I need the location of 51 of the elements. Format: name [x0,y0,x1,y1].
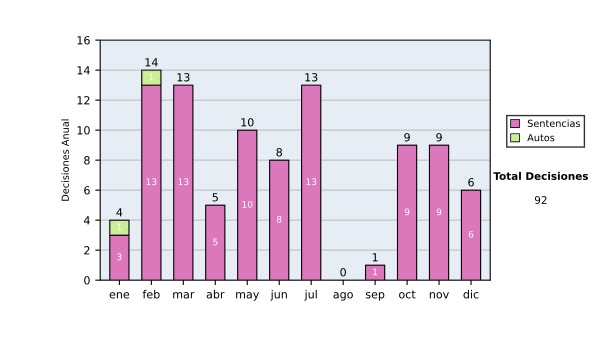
x-tick-label: abr [206,290,224,298]
data-label: 13 [146,178,156,186]
y-tick-label: 16 [78,36,90,44]
data-label: 9 [436,208,442,216]
y-axis-title: Decisiones Anual [61,119,69,201]
total-label: 14 [146,58,158,66]
total-label: 0 [340,268,346,277]
data-label: 1 [373,268,378,276]
y-tick-label: 2 [84,246,90,254]
data-label: 3 [117,253,122,260]
data-label: 6 [468,230,474,238]
legend-label: Autos [527,134,554,142]
y-tick-label: 8 [84,156,90,165]
x-tick-label: ene [110,292,130,298]
y-tick-label: 12 [78,96,90,104]
total-label: 8 [276,148,282,156]
y-tick-label: 4 [84,216,90,224]
total-label: 5 [212,193,218,202]
y-tick-label: 6 [84,186,90,195]
x-tick-label: sep [366,292,384,301]
x-tick-label: jun [270,290,287,301]
total-label: 9 [436,133,442,142]
total-label: 6 [468,178,474,186]
x-tick-label: feb [142,290,160,298]
x-tick-label: jul [304,290,317,301]
text: 92 [534,196,546,204]
total-label: 13 [305,73,318,82]
x-tick-label: ago [333,292,353,301]
data-label: 8 [276,216,282,223]
x-tick-label: dic [464,290,478,298]
data-label: 13 [306,178,316,186]
total-label: 10 [241,118,254,126]
data-label: 1 [149,74,154,80]
x-tick-label: oct [399,290,416,298]
y-tick-label: 14 [78,66,90,74]
y-tick-label: 10 [78,126,90,135]
text: Total Decisiones [493,172,588,180]
data-label: 1 [118,224,122,230]
x-tick-label: mar [173,292,194,298]
total-label: 13 [177,73,190,82]
x-tick-label: nov [430,292,449,298]
y-tick-label: 0 [84,276,90,285]
legend-label: Sentencias [528,119,580,128]
total-label: 1 [372,253,378,262]
data-label: 9 [404,208,410,216]
data-label: 13 [178,178,188,186]
data-label: 5 [213,238,218,246]
x-tick-label: may [236,292,260,301]
total-label: 4 [116,208,122,216]
total-label: 9 [404,133,410,142]
data-label: 10 [242,200,252,208]
